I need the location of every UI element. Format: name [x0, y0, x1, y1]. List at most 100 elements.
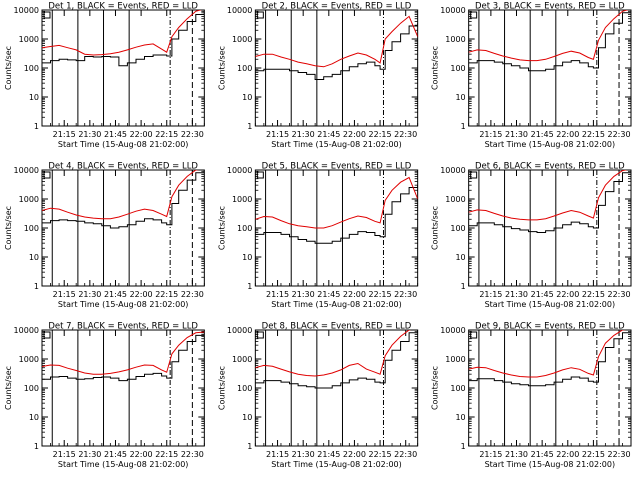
series-group	[468, 10, 631, 72]
series-group	[42, 10, 205, 67]
x-tick-label: 21:15	[266, 290, 289, 299]
x-tick-label: 21:15	[53, 450, 76, 459]
x-tick-label: 22:30	[181, 290, 204, 299]
series-group	[255, 15, 418, 80]
panel-title: Det 3, BLACK = Events, RED = LLD	[475, 2, 625, 12]
state-marker-left	[256, 331, 264, 339]
x-tick-label: 21:15	[479, 290, 502, 299]
events-series-line	[468, 10, 631, 72]
lld-series-line	[42, 331, 205, 375]
y-axis-label: Counts/sec	[217, 46, 226, 90]
panel-title: Det 9, BLACK = Events, RED = LLD	[475, 322, 625, 332]
x-axis-label: Start Time (15-Aug-08 21:02:00)	[58, 460, 189, 469]
y-tick-label: 100	[450, 384, 465, 393]
events-series-line	[468, 170, 631, 233]
y-tick-label: 1000	[19, 355, 39, 364]
y-tick-label: 10	[242, 413, 252, 422]
state-marker-left	[43, 11, 51, 19]
state-marker-left	[256, 11, 264, 19]
events-series-line	[468, 330, 631, 387]
panel-title: Det 7, BLACK = Events, RED = LLD	[48, 322, 198, 332]
panel-det-1: Det 1, BLACK = Events, RED = LLD 1 10 100 10…	[4, 2, 205, 149]
x-axis-label: Start Time (15-Aug-08 21:02:00)	[58, 140, 189, 149]
plot-frame	[254, 9, 419, 127]
panel-det-9: Det 9, BLACK = Events, RED = LLD 1 10 100 10…	[431, 322, 632, 469]
x-tick-label: 21:45	[531, 290, 554, 299]
x-tick-label: 22:00	[556, 130, 579, 139]
x-tick-label: 22:00	[130, 130, 153, 139]
y-tick-label: 1	[461, 282, 466, 291]
x-tick-label: 21:30	[505, 130, 528, 139]
panel-det-7: Det 7, BLACK = Events, RED = LLD 1 10 100 10…	[4, 322, 205, 469]
panel-title: Det 4, BLACK = Events, RED = LLD	[48, 162, 198, 172]
plot-frame	[468, 169, 632, 287]
y-tick-label: 1000	[445, 195, 465, 204]
x-axis-label: Start Time (15-Aug-08 21:02:00)	[271, 140, 402, 149]
y-tick-label: 10	[455, 253, 465, 262]
plot-frame	[41, 169, 205, 287]
lld-series-line	[42, 10, 202, 56]
y-tick-label: 10	[29, 253, 39, 262]
x-tick-label: 22:30	[608, 450, 631, 459]
state-marker-left	[43, 171, 51, 179]
x-tick-label: 22:15	[582, 450, 605, 459]
y-tick-label: 1	[247, 122, 252, 131]
x-tick-label: 21:15	[479, 450, 502, 459]
x-tick-label: 21:30	[505, 290, 528, 299]
state-marker-left	[470, 331, 478, 339]
lld-series-line	[42, 170, 200, 220]
y-tick-label: 100	[24, 224, 39, 233]
events-series-line	[255, 23, 418, 80]
y-tick-label: 10	[29, 93, 39, 102]
y-tick-label: 1000	[232, 195, 252, 204]
events-series-line	[42, 334, 205, 382]
panel-title: Det 2, BLACK = Events, RED = LLD	[262, 2, 412, 12]
lld-series-line	[468, 170, 628, 221]
state-marker-left	[256, 171, 264, 179]
x-tick-label: 22:30	[394, 290, 417, 299]
y-axis-label: Counts/sec	[4, 366, 13, 410]
x-tick-label: 22:30	[181, 130, 204, 139]
x-tick-label: 21:15	[266, 450, 289, 459]
x-tick-label: 22:00	[130, 450, 153, 459]
y-tick-label: 100	[237, 224, 252, 233]
x-tick-label: 21:30	[78, 290, 101, 299]
panel-det-2: Det 2, BLACK = Events, RED = LLD 1 10 100 10…	[217, 2, 419, 149]
y-tick-label: 1	[34, 442, 39, 451]
panel-title: Det 8, BLACK = Events, RED = LLD	[262, 322, 412, 332]
events-series-line	[255, 185, 418, 244]
state-marker-left	[470, 171, 478, 179]
panel-det-4: Det 4, BLACK = Events, RED = LLD 1 10 100 10…	[4, 162, 205, 309]
y-tick-label: 100	[237, 64, 252, 73]
x-tick-label: 21:15	[53, 130, 76, 139]
y-tick-label: 10000	[14, 166, 39, 175]
x-tick-label: 21:45	[104, 290, 127, 299]
y-tick-label: 1	[247, 442, 252, 451]
series-group	[468, 330, 631, 387]
x-tick-label: 22:15	[369, 130, 392, 139]
y-tick-label: 1	[461, 122, 466, 131]
x-tick-label: 21:45	[317, 450, 340, 459]
y-tick-label: 1000	[19, 35, 39, 44]
x-tick-label: 22:15	[155, 290, 178, 299]
lld-series-line	[255, 176, 418, 229]
y-tick-label: 1000	[232, 355, 252, 364]
x-tick-label: 21:45	[317, 290, 340, 299]
x-tick-label: 22:30	[181, 450, 204, 459]
panel-title: Det 5, BLACK = Events, RED = LLD	[262, 162, 412, 172]
y-tick-label: 1	[34, 122, 39, 131]
series-group	[42, 331, 205, 382]
y-axis-label: Counts/sec	[217, 206, 226, 250]
lld-series-line	[468, 10, 629, 62]
x-tick-label: 21:15	[479, 130, 502, 139]
y-tick-label: 10	[29, 413, 39, 422]
x-tick-label: 21:30	[292, 290, 315, 299]
y-tick-label: 10	[242, 93, 252, 102]
lld-series-line	[468, 330, 627, 378]
y-tick-label: 10	[455, 93, 465, 102]
panel-det-3: Det 3, BLACK = Events, RED = LLD 1 10 100 10…	[431, 2, 632, 149]
x-tick-label: 22:00	[343, 450, 366, 459]
x-tick-label: 21:45	[531, 450, 554, 459]
events-series-line	[42, 11, 205, 67]
x-tick-label: 22:30	[394, 130, 417, 139]
